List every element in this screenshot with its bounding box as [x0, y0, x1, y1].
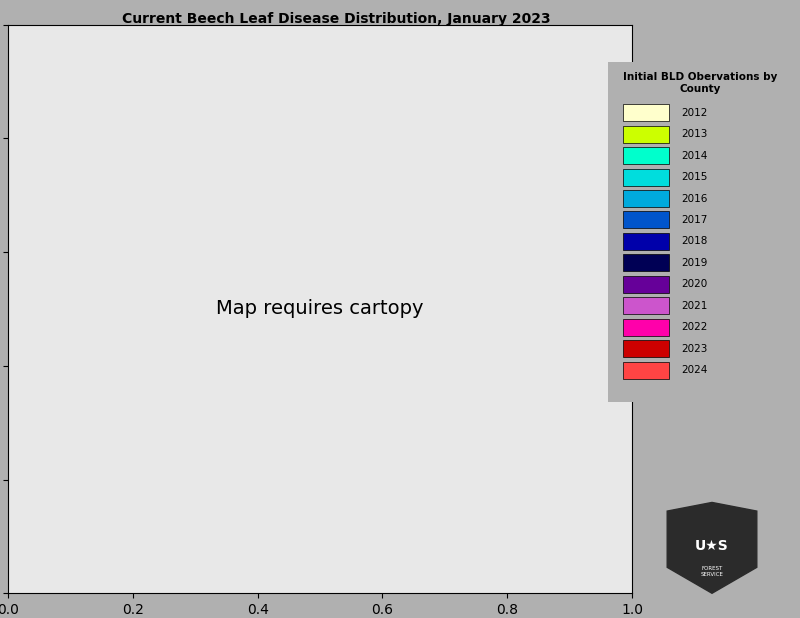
Text: 2017: 2017: [682, 215, 708, 225]
Text: 2013: 2013: [682, 129, 708, 139]
Text: 2024: 2024: [682, 365, 708, 375]
Polygon shape: [667, 502, 757, 593]
FancyBboxPatch shape: [622, 297, 669, 314]
FancyBboxPatch shape: [622, 340, 669, 357]
FancyBboxPatch shape: [622, 104, 669, 121]
Text: 2020: 2020: [682, 279, 708, 289]
Text: U★S: U★S: [695, 539, 729, 552]
Text: 2022: 2022: [682, 322, 708, 332]
FancyBboxPatch shape: [622, 255, 669, 271]
FancyBboxPatch shape: [622, 233, 669, 250]
Text: 2019: 2019: [682, 258, 708, 268]
FancyBboxPatch shape: [622, 211, 669, 229]
FancyBboxPatch shape: [622, 169, 669, 185]
Text: 2014: 2014: [682, 151, 708, 161]
Text: Current Beech Leaf Disease Distribution, January 2023: Current Beech Leaf Disease Distribution,…: [122, 12, 550, 27]
FancyBboxPatch shape: [622, 147, 669, 164]
FancyBboxPatch shape: [622, 362, 669, 379]
FancyBboxPatch shape: [622, 276, 669, 293]
Text: 2012: 2012: [682, 108, 708, 118]
Text: 2016: 2016: [682, 193, 708, 203]
Text: FOREST
SERVICE: FOREST SERVICE: [701, 566, 723, 577]
FancyBboxPatch shape: [622, 190, 669, 207]
Text: 2018: 2018: [682, 237, 708, 247]
Text: 2021: 2021: [682, 301, 708, 311]
Text: Map requires cartopy: Map requires cartopy: [216, 300, 424, 318]
Text: 2023: 2023: [682, 344, 708, 353]
FancyBboxPatch shape: [622, 125, 669, 143]
Text: Initial BLD Obervations by
County: Initial BLD Obervations by County: [623, 72, 777, 93]
Text: 2015: 2015: [682, 172, 708, 182]
FancyBboxPatch shape: [622, 319, 669, 336]
